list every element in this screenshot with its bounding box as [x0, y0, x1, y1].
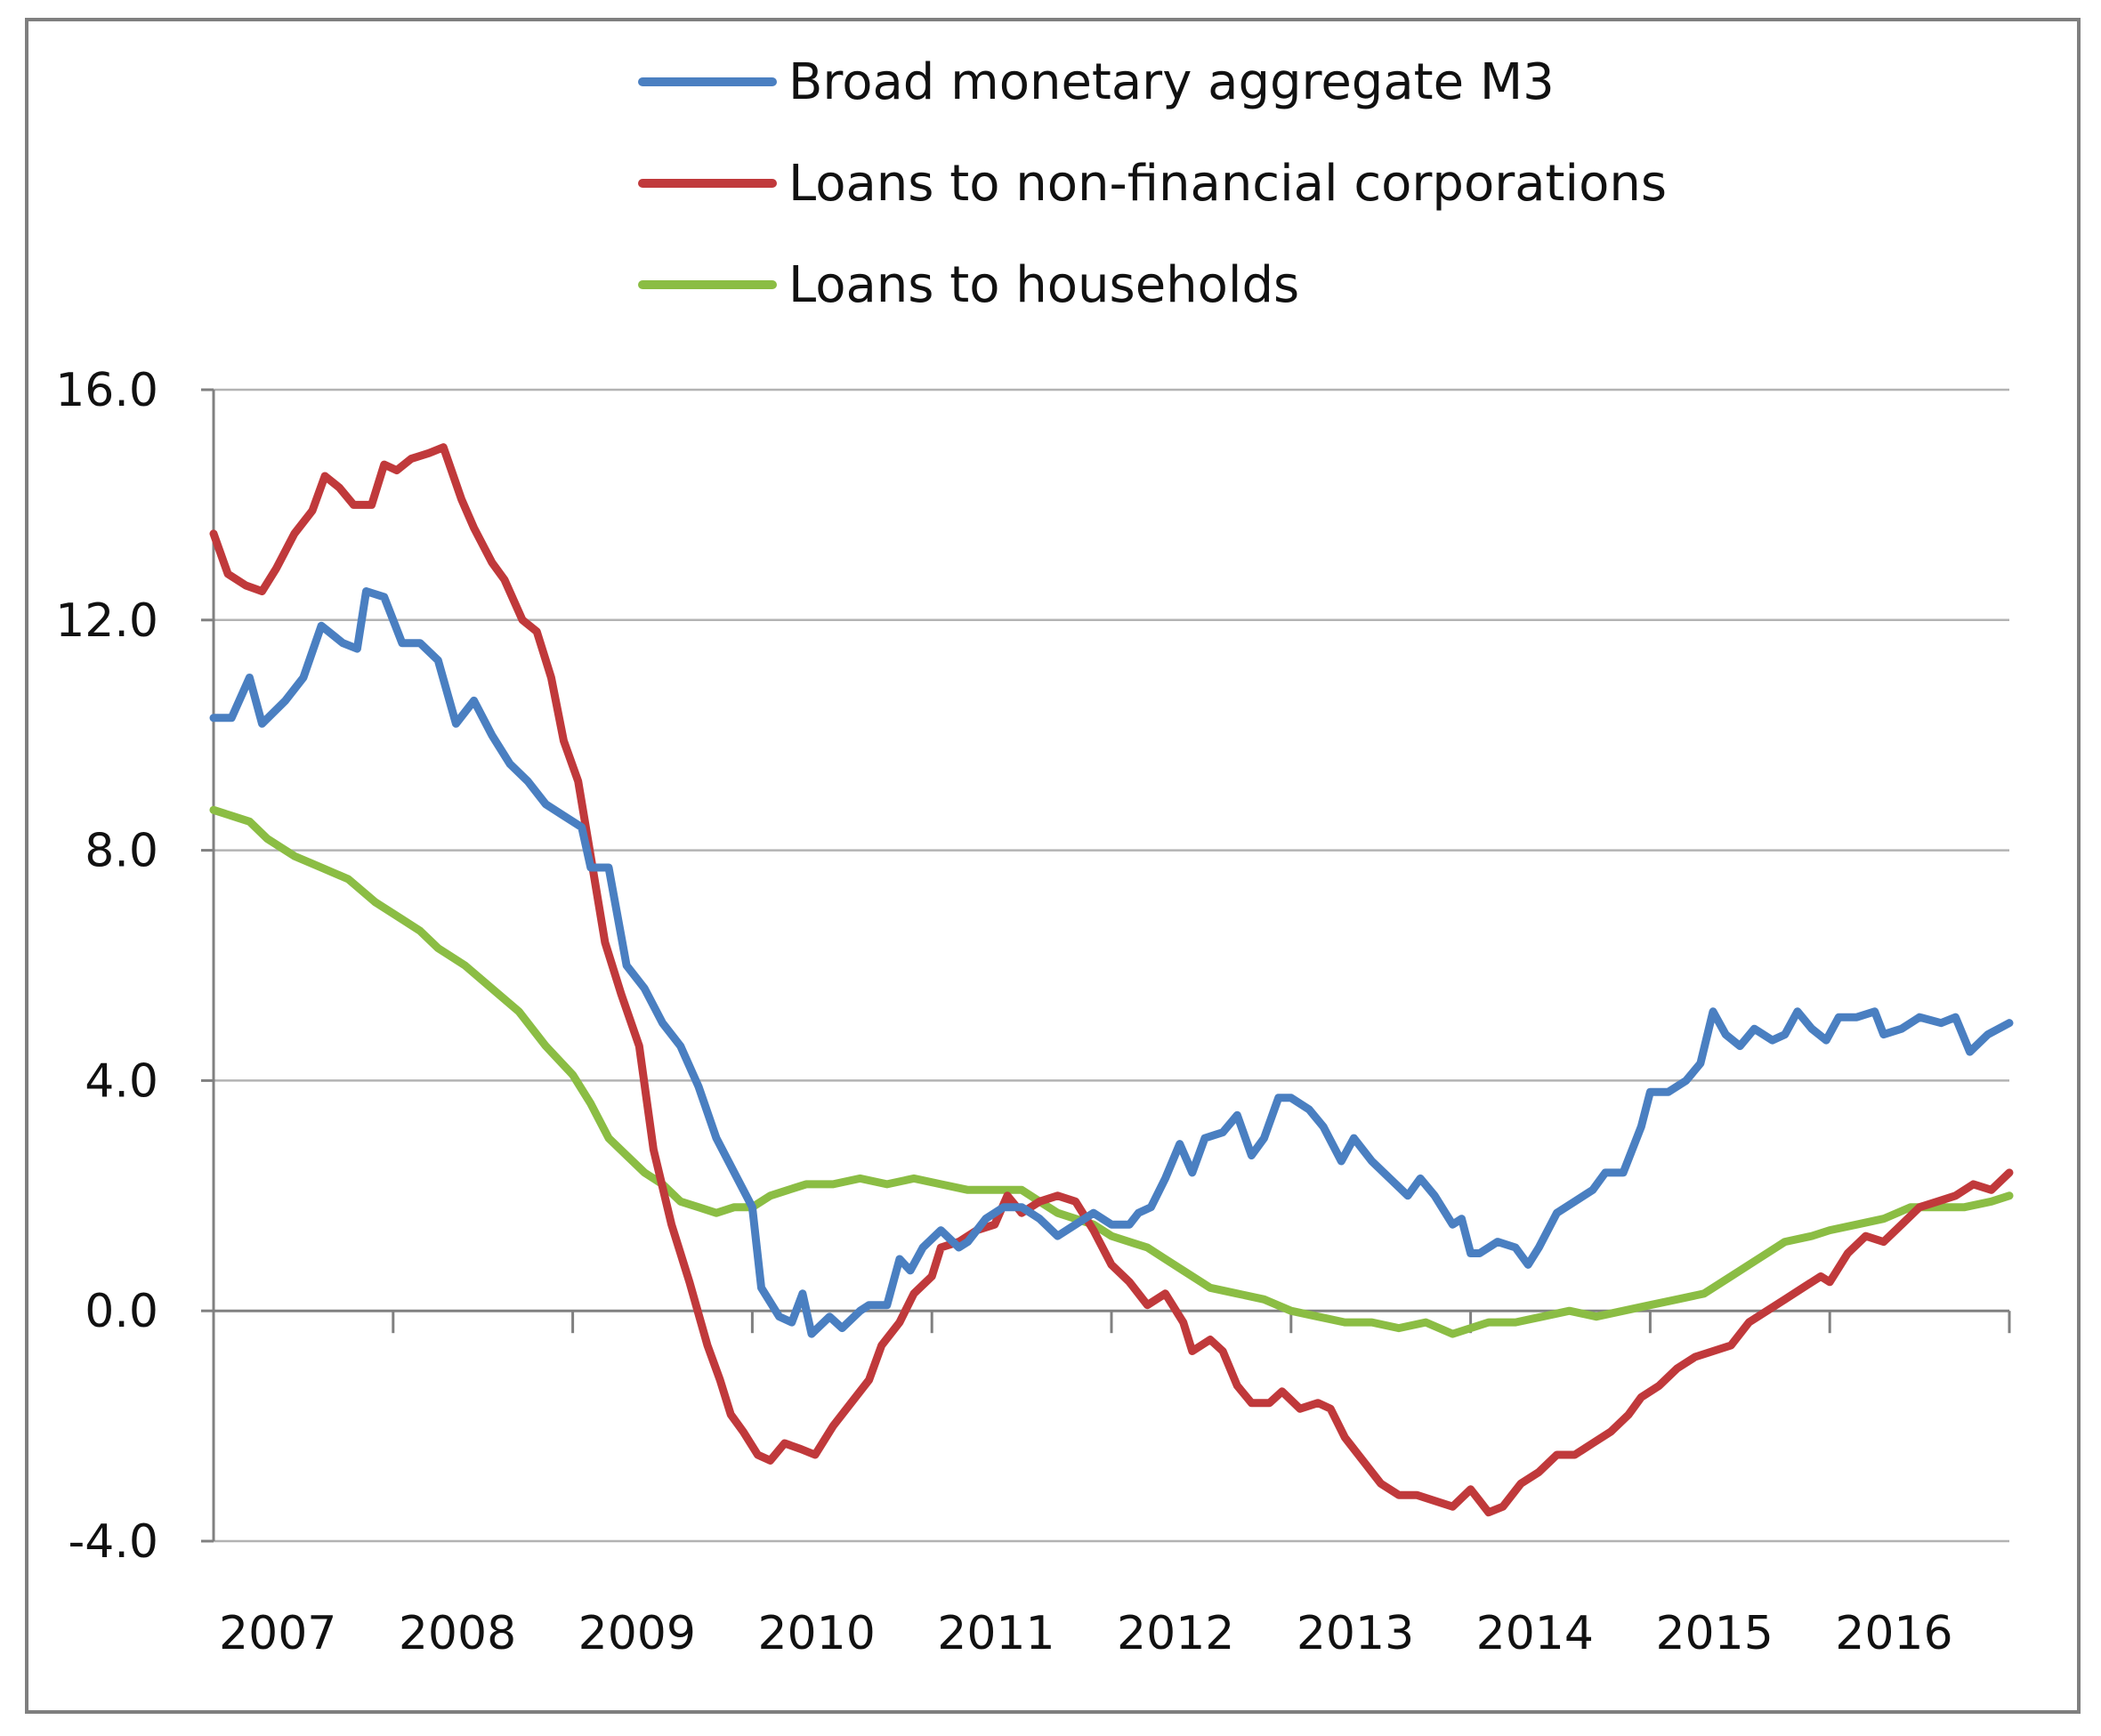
series-lines [209, 443, 2014, 1517]
x-tick-label: 2008 [399, 1607, 516, 1660]
y-tick-label: 4.0 [85, 1054, 158, 1108]
x-axis-tick-labels: 2007 2008 2009 2010 2011 2012 2013 2014 2015 2016 [219, 1607, 1953, 1660]
x-tick-label: 2010 [757, 1607, 875, 1660]
chart-border [25, 18, 2081, 1714]
x-tick-label: 2015 [1655, 1607, 1773, 1660]
y-axis-tick-labels: 16.0 12.0 8.0 4.0 0.0 -4.0 [55, 364, 158, 1569]
y-tick-label: 8.0 [85, 825, 158, 878]
x-tick-label: 2011 [937, 1607, 1055, 1660]
legend: Broad monetary aggregate M3 Loans to non-… [638, 53, 1667, 314]
legend-label: Loans to non-financial corporations [788, 155, 1667, 213]
y-tick-label: 16.0 [55, 364, 158, 417]
y-tick-label: 12.0 [55, 594, 158, 648]
gridlines [214, 388, 2009, 1543]
y-tick-label: -4.0 [69, 1515, 158, 1569]
x-tick-label: 2016 [1835, 1607, 1952, 1660]
legend-label: Loans to households [788, 256, 1299, 314]
series-line-1 [209, 443, 2014, 1517]
series-line-2 [209, 805, 2014, 1338]
legend-label: Broad monetary aggregate M3 [788, 53, 1555, 111]
x-tick-label: 2012 [1117, 1607, 1234, 1660]
y-tick-label: 0.0 [85, 1285, 158, 1338]
axes [201, 388, 2011, 1543]
x-tick-label: 2014 [1476, 1607, 1594, 1660]
x-tick-label: 2013 [1297, 1607, 1414, 1660]
series-line-0 [209, 587, 2014, 1338]
x-tick-label: 2007 [219, 1607, 336, 1660]
x-tick-label: 2009 [578, 1607, 696, 1660]
